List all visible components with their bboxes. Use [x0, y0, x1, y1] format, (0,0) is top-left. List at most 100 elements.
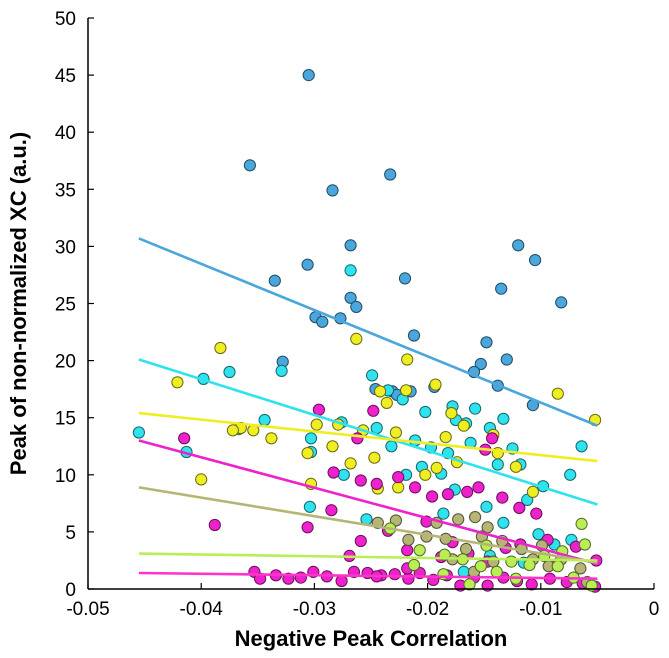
data-point: [195, 473, 208, 486]
data-point: [526, 485, 540, 498]
y-axis-title: Peak of non-normalized XC (a.u.): [6, 132, 31, 475]
data-point: [243, 159, 256, 172]
y-tick-label: 30: [55, 237, 76, 258]
x-tick-label: -0.01: [519, 599, 562, 620]
data-point: [350, 300, 363, 313]
data-point: [304, 432, 318, 445]
data-point: [208, 518, 221, 532]
x-tick-label: 0: [649, 599, 660, 620]
data-point: [344, 239, 357, 252]
data-point: [223, 365, 236, 379]
data-point: [500, 353, 513, 366]
data-point: [301, 258, 314, 271]
y-tick-label: 35: [55, 180, 76, 201]
data-point: [171, 376, 184, 389]
y-tick-label: 5: [65, 523, 76, 544]
data-point: [496, 491, 509, 504]
data-point: [402, 533, 415, 547]
data-point: [491, 458, 504, 471]
data-point: [398, 272, 412, 285]
data-point: [344, 264, 357, 277]
data-point: [335, 574, 348, 588]
data-point: [529, 254, 542, 267]
fit-line: [138, 571, 598, 580]
data-point: [513, 501, 526, 514]
data-point: [413, 544, 426, 557]
data-point: [354, 474, 367, 487]
data-point: [401, 353, 414, 366]
data-point: [384, 168, 397, 181]
x-tick-label: -0.02: [406, 599, 449, 620]
fit-line: [138, 411, 598, 463]
x-tick-label: -0.03: [293, 599, 336, 620]
x-ticks: -0.05 -0.04 -0.03 -0.02 -0.01 0: [66, 583, 659, 620]
data-point: [457, 419, 470, 432]
data-point: [463, 578, 476, 591]
data-point: [409, 481, 422, 494]
x-tick-label: -0.04: [180, 599, 224, 620]
data-point: [301, 447, 314, 460]
data-point: [495, 282, 508, 295]
data-point: [380, 396, 393, 409]
y-tick-label: 45: [55, 66, 76, 87]
data-point: [344, 457, 357, 470]
data-point: [469, 510, 482, 524]
data-point: [532, 528, 545, 541]
data-point: [132, 426, 145, 439]
data-point: [254, 572, 267, 585]
data-point: [486, 432, 499, 445]
y-tick-label: 20: [55, 352, 76, 373]
fit-line: [138, 439, 598, 566]
data-point: [419, 405, 432, 419]
data-point: [275, 364, 288, 377]
data-point: [326, 440, 339, 453]
data-point: [337, 468, 350, 481]
data-point: [303, 500, 316, 513]
y-tick-label: 40: [55, 123, 76, 144]
data-point: [312, 403, 325, 416]
data-point: [426, 490, 439, 503]
fit-lines: [138, 237, 598, 580]
data-point: [575, 517, 588, 531]
data-point: [350, 332, 363, 345]
y-tick-label: 50: [55, 9, 76, 30]
data-point: [400, 384, 413, 397]
data-point: [441, 488, 455, 501]
data-point: [445, 407, 458, 420]
data-point: [551, 560, 564, 573]
data-point: [388, 568, 401, 581]
data-point: [439, 431, 452, 444]
data-point: [497, 412, 510, 425]
data-point: [402, 572, 415, 585]
data-point: [564, 468, 577, 481]
data-point: [354, 534, 367, 548]
data-point: [578, 538, 592, 551]
data-point: [472, 481, 485, 494]
y-tick-label: 10: [55, 466, 76, 487]
data-point: [481, 521, 494, 534]
data-point: [214, 341, 227, 355]
x-axis-title: Negative Peak Correlation: [235, 626, 508, 651]
data-point: [437, 507, 450, 520]
x-tick-label: -0.05: [66, 599, 109, 620]
fit-line: [138, 552, 598, 562]
data-point: [555, 296, 568, 309]
data-point: [419, 468, 432, 481]
data-point: [460, 542, 473, 556]
data-point: [461, 485, 474, 498]
data-point: [480, 500, 493, 513]
data-point: [370, 477, 383, 490]
data-point: [325, 504, 338, 517]
data-point: [392, 481, 405, 494]
y-ticks: 0 5 10 15 20 25 30 35 40 45 50: [55, 9, 94, 601]
data-point: [367, 404, 380, 417]
data-point: [344, 291, 357, 304]
data-point: [268, 274, 281, 287]
fit-line: [138, 237, 598, 427]
data-point: [327, 466, 340, 479]
data-point: [385, 440, 398, 453]
data-point: [512, 239, 525, 252]
data-point: [258, 413, 271, 427]
data-point: [530, 507, 543, 520]
